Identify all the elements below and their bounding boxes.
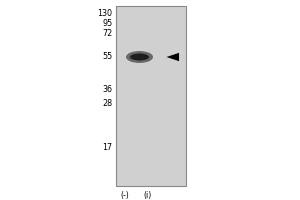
Text: (-): (-) [120, 191, 129, 200]
Text: 17: 17 [102, 142, 112, 152]
Text: 36: 36 [103, 85, 112, 94]
Text: 72: 72 [102, 28, 112, 38]
Text: 55: 55 [102, 52, 112, 61]
Text: 130: 130 [98, 8, 112, 18]
Text: 95: 95 [102, 19, 112, 27]
Bar [116, 6, 186, 186]
Text: (i): (i) [143, 191, 151, 200]
Text: 28: 28 [102, 99, 112, 108]
Ellipse shape [130, 53, 149, 60]
Ellipse shape [126, 51, 153, 63]
Polygon shape [167, 53, 179, 61]
